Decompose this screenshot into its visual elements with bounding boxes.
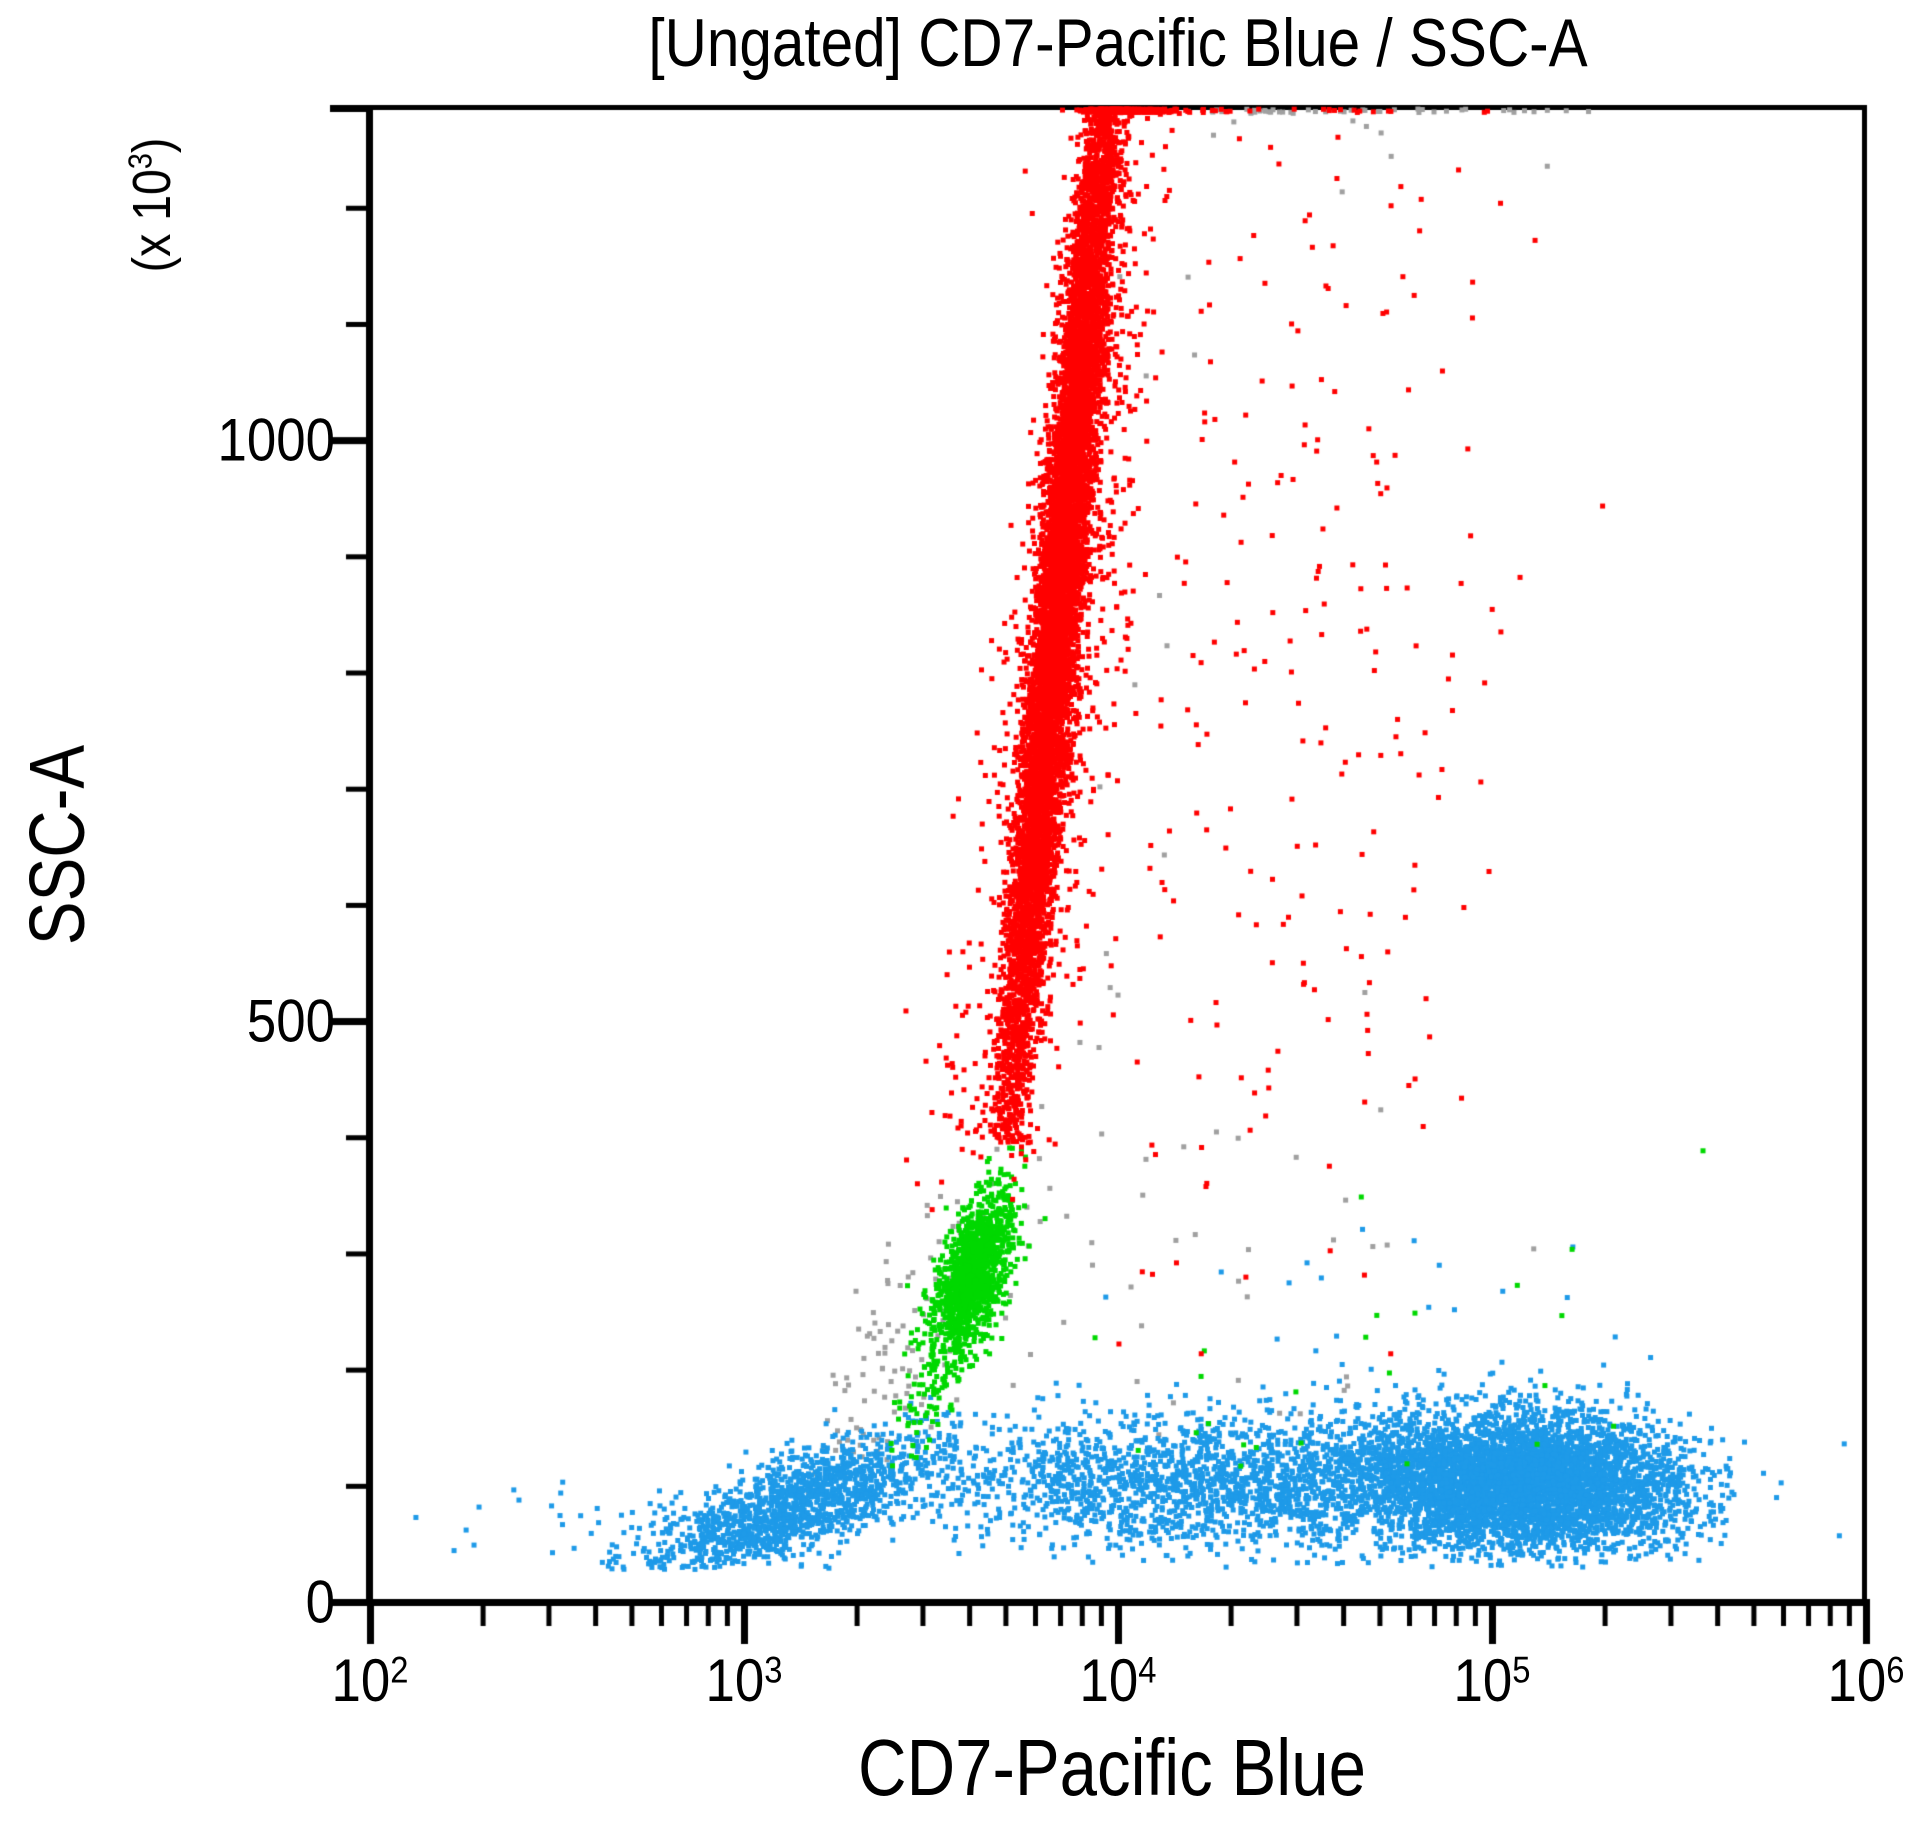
x-tick-base: 10 xyxy=(1453,1647,1513,1714)
y-axis-label: SSC-A xyxy=(12,744,101,946)
plot-title: [Ungated] CD7-Pacific Blue / SSC-A xyxy=(648,5,1588,81)
y-axis-multiplier: (x 103) xyxy=(121,138,183,273)
y-tick-label: 500 xyxy=(246,987,335,1055)
x-tick-label: 105 xyxy=(1454,1646,1531,1715)
x-tick-exponent: 3 xyxy=(764,1648,783,1691)
y-tick-label: 1000 xyxy=(217,406,335,474)
x-tick-label: 106 xyxy=(1828,1646,1905,1715)
x-tick-exponent: 2 xyxy=(390,1648,409,1691)
y-axis-multiplier-open: (x 10 xyxy=(122,169,182,273)
x-tick-base: 10 xyxy=(705,1647,765,1714)
y-axis-multiplier-exponent: 3 xyxy=(122,153,160,170)
x-tick-label: 104 xyxy=(1080,1646,1157,1715)
x-tick-exponent: 5 xyxy=(1512,1648,1531,1691)
x-tick-exponent: 4 xyxy=(1138,1648,1157,1691)
y-axis-multiplier-close: ) xyxy=(122,137,182,154)
y-tick-label: 0 xyxy=(305,1568,335,1636)
x-tick-label: 103 xyxy=(706,1646,783,1715)
x-tick-base: 10 xyxy=(1827,1647,1887,1714)
x-tick-base: 10 xyxy=(331,1647,391,1714)
x-tick-base: 10 xyxy=(1079,1647,1139,1714)
x-axis-label: CD7-Pacific Blue xyxy=(858,1723,1366,1812)
x-tick-exponent: 6 xyxy=(1886,1648,1905,1691)
x-tick-label: 102 xyxy=(332,1646,409,1715)
